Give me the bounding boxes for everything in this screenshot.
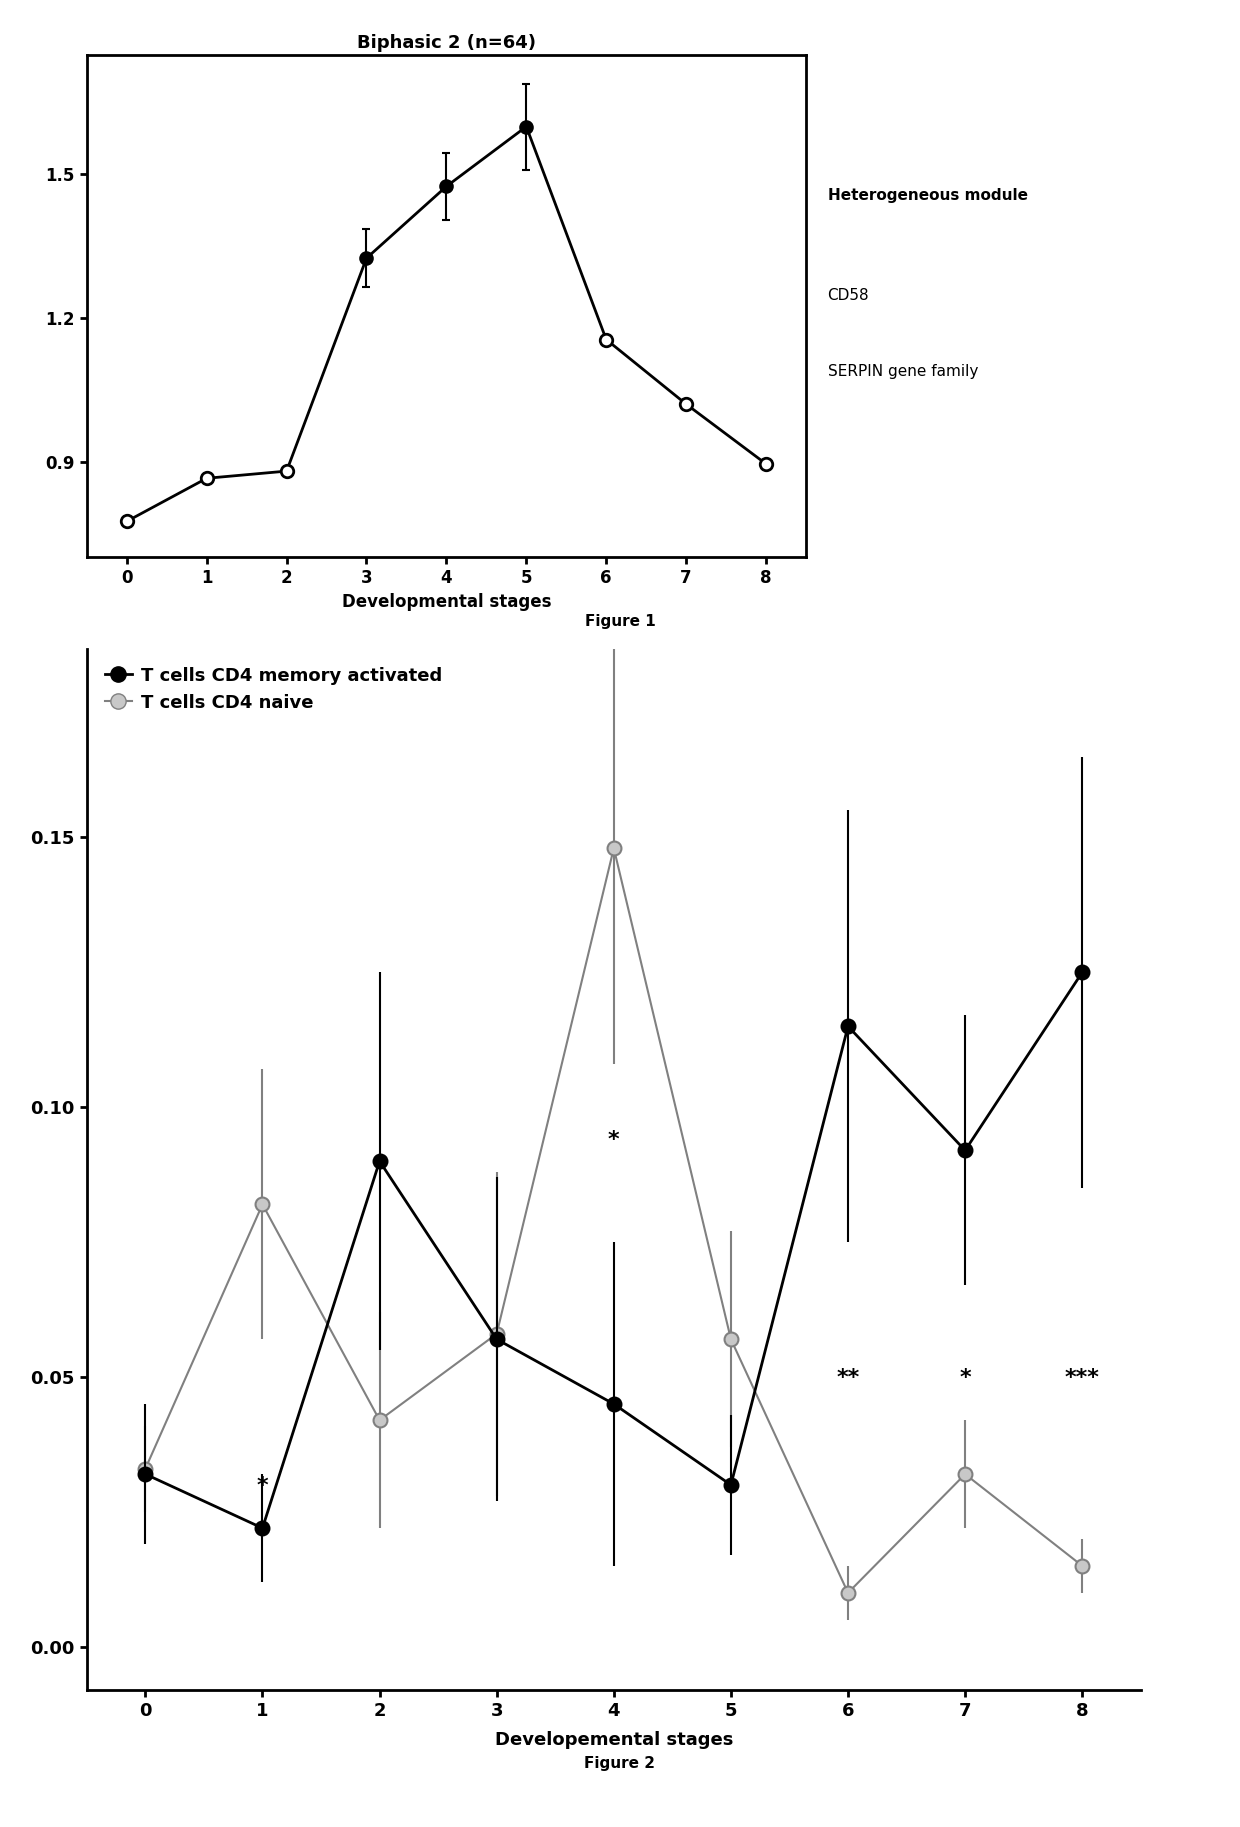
Text: CD58: CD58 [827, 289, 869, 303]
Text: SERPIN gene family: SERPIN gene family [827, 364, 978, 378]
Text: ***: *** [1065, 1368, 1100, 1389]
Title: Biphasic 2 (n=64): Biphasic 2 (n=64) [357, 35, 536, 51]
Legend: T cells CD4 memory activated, T cells CD4 naive: T cells CD4 memory activated, T cells CD… [95, 658, 451, 720]
Text: *: * [608, 1131, 620, 1151]
X-axis label: Developemental stages: Developemental stages [495, 1730, 733, 1748]
Text: Heterogeneous module: Heterogeneous module [827, 188, 1028, 203]
Text: **: ** [837, 1368, 859, 1389]
X-axis label: Developmental stages: Developmental stages [342, 592, 551, 610]
Text: Figure 2: Figure 2 [584, 1756, 656, 1770]
Text: *: * [960, 1368, 971, 1389]
Text: Figure 1: Figure 1 [584, 614, 656, 628]
Text: *: * [257, 1476, 268, 1496]
